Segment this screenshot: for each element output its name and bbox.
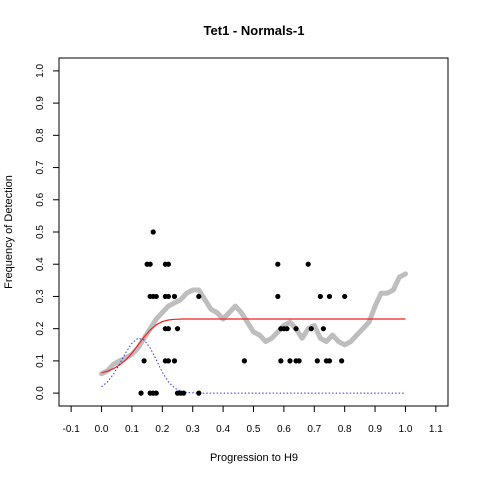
x-tick-label: 1.1 xyxy=(429,424,443,435)
data-point xyxy=(339,358,345,364)
x-tick-label: 0.1 xyxy=(125,424,139,435)
x-tick-label: 0.3 xyxy=(186,424,200,435)
data-point xyxy=(284,326,290,332)
x-tick-label: 0.0 xyxy=(95,424,109,435)
fitted-curve-line xyxy=(101,318,406,374)
data-point xyxy=(165,261,172,267)
y-tick-label: 0.5 xyxy=(35,225,46,239)
data-point xyxy=(165,358,172,364)
data-point xyxy=(174,326,181,332)
x-tick-label: 0.4 xyxy=(216,424,230,435)
x-tick-label: 0.5 xyxy=(247,424,261,435)
y-tick-label: 0.7 xyxy=(35,160,46,174)
data-point xyxy=(317,293,323,300)
data-point xyxy=(150,229,156,235)
data-point xyxy=(342,293,348,300)
x-tick-label: 0.7 xyxy=(307,424,321,435)
plot-frame xyxy=(58,57,449,407)
data-point xyxy=(153,390,159,396)
x-tick-label: 0.9 xyxy=(368,424,382,435)
x-axis: -0.1 0.0 0.1 0.2 0.3 0.4 0.5 0.6 0.7 0.8 0.9 1.0 1.1 xyxy=(63,405,443,435)
y-axis: 0.0 0.1 0.2 0.3 0.4 0.5 0.6 0.7 0.8 0.9 1.0 xyxy=(35,64,60,400)
data-point xyxy=(275,293,281,300)
data-point xyxy=(153,293,159,300)
y-tick-label: 0.9 xyxy=(35,96,46,110)
data-point xyxy=(196,390,202,396)
data-point xyxy=(147,261,153,267)
y-tick-label: 1.0 xyxy=(35,64,46,78)
y-tick-label: 0.3 xyxy=(35,289,46,303)
density-curve-line xyxy=(101,337,406,394)
data-point xyxy=(287,358,293,364)
series-layer xyxy=(99,229,408,396)
x-axis-label: Progression to H9 xyxy=(210,452,298,464)
data-point xyxy=(241,358,247,364)
data-point xyxy=(141,358,147,364)
y-tick-label: 0.4 xyxy=(35,257,46,271)
data-point xyxy=(296,358,302,364)
data-point xyxy=(196,293,202,300)
data-point xyxy=(308,326,314,332)
x-tick-label: -0.1 xyxy=(63,424,81,435)
x-tick-label: 1.0 xyxy=(399,424,413,435)
data-point xyxy=(326,293,333,300)
data-point xyxy=(275,261,281,267)
x-tick-label: 0.8 xyxy=(338,424,352,435)
data-point xyxy=(293,326,299,332)
x-tick-label: 0.6 xyxy=(277,424,291,435)
data-point xyxy=(181,390,187,396)
data-point xyxy=(171,293,178,300)
data-point xyxy=(165,293,172,300)
data-point xyxy=(314,358,320,364)
data-point xyxy=(305,261,311,267)
y-axis-label: Frequency of Detection xyxy=(3,175,15,289)
smoothed-frequency-line xyxy=(99,271,408,377)
data-point xyxy=(320,326,326,332)
x-tick-label: 0.2 xyxy=(155,424,169,435)
y-tick-label: 0.1 xyxy=(35,354,46,368)
data-point xyxy=(326,358,333,364)
data-point xyxy=(278,358,284,364)
data-point xyxy=(171,358,178,364)
chart-title: Tet1 - Normals-1 xyxy=(204,23,305,38)
y-tick-label: 0.6 xyxy=(35,192,46,206)
data-point xyxy=(165,326,172,332)
y-tick-label: 0.2 xyxy=(35,321,46,335)
data-point xyxy=(138,390,144,396)
y-tick-label: 0.8 xyxy=(35,128,46,142)
y-tick-label: 0.0 xyxy=(35,386,46,400)
